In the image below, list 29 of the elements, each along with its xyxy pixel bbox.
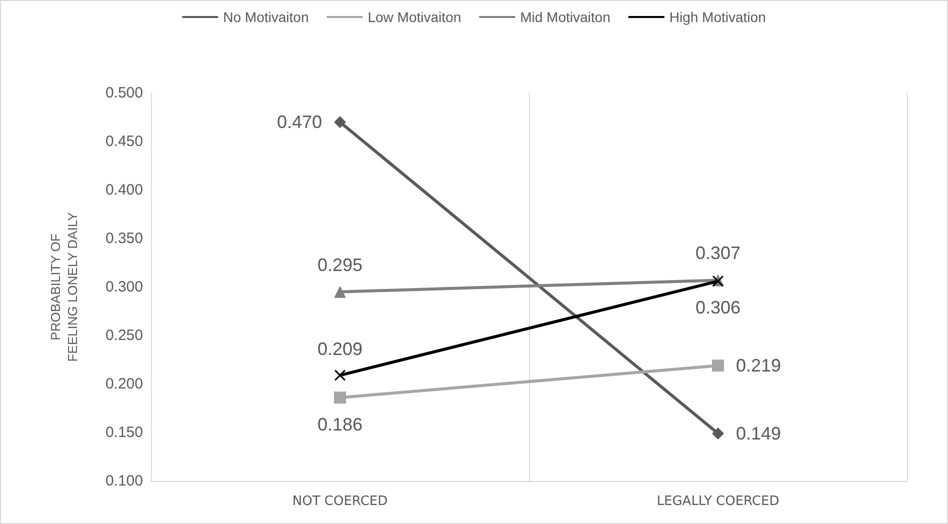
y-tick-label: 0.100	[105, 472, 143, 490]
data-label: 0.219	[736, 356, 782, 376]
y-axis-title: PROBABILITY OF FEELING LONELY DAILY	[48, 212, 80, 362]
data-label: 0.209	[317, 338, 363, 359]
y-tick-label: 0.350	[105, 230, 143, 247]
y-tick-label: 0.300	[105, 278, 143, 296]
y-tick-label: 0.250	[105, 327, 143, 344]
x-tick-label: LEGALLY COERCED	[656, 494, 780, 509]
data-label: 0.307	[695, 243, 741, 264]
data-label: 0.470	[276, 112, 322, 132]
data-label: 0.186	[317, 414, 363, 435]
point	[712, 427, 724, 440]
y-tick-label: 0.200	[105, 376, 143, 392]
x-tick-label: NOT COERCED	[292, 494, 388, 509]
data-label: 0.306	[695, 298, 741, 318]
y-tick-label: 0.150	[105, 424, 143, 441]
point	[334, 116, 346, 128]
data-label: 0.295	[317, 254, 363, 275]
y-tick-label: 0.400	[105, 182, 143, 198]
legend-label: Low Motivaiton	[368, 9, 462, 25]
point	[712, 360, 724, 372]
y-tick-label: 0.450	[105, 133, 143, 150]
y-tick-label: 0.500	[105, 84, 143, 102]
point	[334, 370, 346, 381]
legend-label: No Motivaiton	[223, 9, 309, 25]
legend-label: Mid Motivaiton	[520, 9, 610, 25]
point	[334, 392, 346, 404]
data-label: 0.149	[736, 423, 782, 444]
legend-label: High Motivation	[669, 9, 766, 25]
